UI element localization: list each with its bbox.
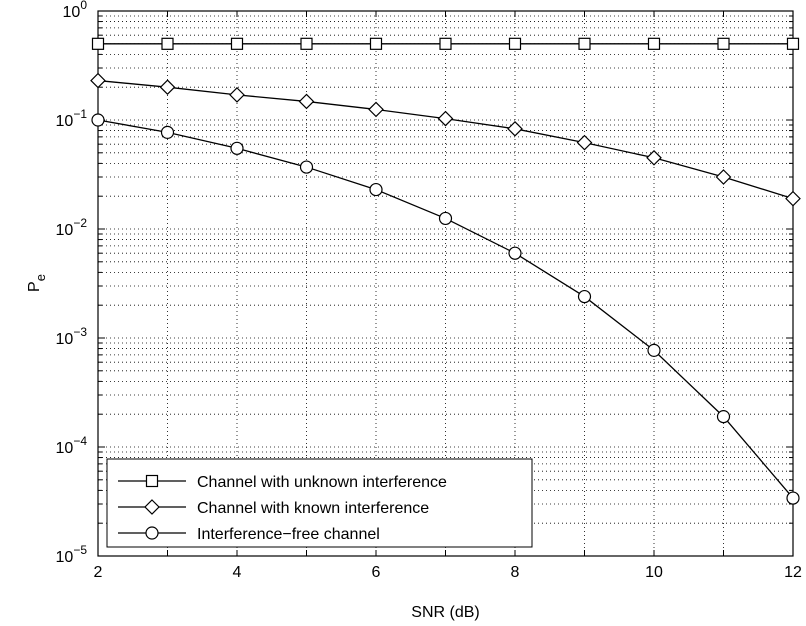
series-group [90,37,801,505]
data-point [369,182,383,197]
legend-box [106,458,533,548]
data-point [230,37,244,50]
x-tick-label: 8 [511,564,520,581]
data-point [369,37,383,50]
y-tick-labels: 100 10−1 10−2 10−3 10−4 10−5 [56,0,88,566]
data-point [578,37,591,50]
y-tick-label: 10−5 [56,543,88,566]
legend-label: Channel with unknown interference [197,474,447,491]
x-tick-label: 10 [645,564,663,581]
data-point [161,37,174,50]
x-tick-label: 4 [233,564,242,581]
y-tick-label: 10−1 [56,107,88,130]
data-point [159,79,176,96]
data-point [437,110,454,127]
y-tick-label: 10−4 [56,434,88,457]
y-axis-label-subscript: e [33,274,48,281]
data-point [300,37,313,50]
y-tick-label: 10−3 [56,325,88,348]
legend-marker [144,499,160,515]
data-point [577,289,592,304]
data-point [438,211,453,226]
y-tick-label: 10−2 [56,216,88,239]
series-3 [91,113,800,505]
y-axis-label-main: P [26,281,43,292]
data-point [576,134,593,151]
data-point [786,37,800,50]
x-axis-label: SNR (dB) [411,604,479,621]
data-point [508,246,522,260]
data-point [368,101,384,118]
data-point [298,93,315,110]
series-1 [91,37,800,50]
x-tick-labels: 2 4 6 8 10 12 [94,564,802,581]
grid [98,11,793,556]
legend-marker [145,526,159,540]
series-2 [90,72,801,207]
data-point [508,37,522,50]
data-point [786,491,800,505]
data-point [299,160,314,174]
data-point [716,410,731,424]
data-point [91,113,105,127]
data-point [160,125,175,139]
legend-marker [145,474,159,488]
svg-text:Pe: Pe [26,274,48,292]
data-point [507,120,523,137]
data-point [439,37,452,50]
x-tick-label: 6 [372,564,381,581]
data-point [229,87,245,103]
data-point [230,141,244,155]
legend-entry-3: Interference−free channel [118,526,380,543]
legend-entry-1: Channel with unknown interference [118,474,447,491]
data-point [91,37,105,50]
data-point [646,149,662,166]
y-axis-label: Pe [26,274,48,292]
legend-entry-2: Channel with known interference [118,499,429,517]
y-tick-label: 100 [63,0,88,21]
data-point [715,169,732,185]
legend: Channel with unknown interference Channel… [106,458,533,548]
x-tick-label: 2 [94,564,103,581]
x-tick-label: 12 [784,564,802,581]
data-point [785,190,801,207]
data-point [647,37,661,50]
data-point [90,72,106,89]
data-point [717,37,730,50]
legend-label: Interference−free channel [197,526,380,543]
legend-label: Channel with known interference [197,500,429,517]
data-point [647,343,661,357]
axis-ticks [97,11,794,557]
